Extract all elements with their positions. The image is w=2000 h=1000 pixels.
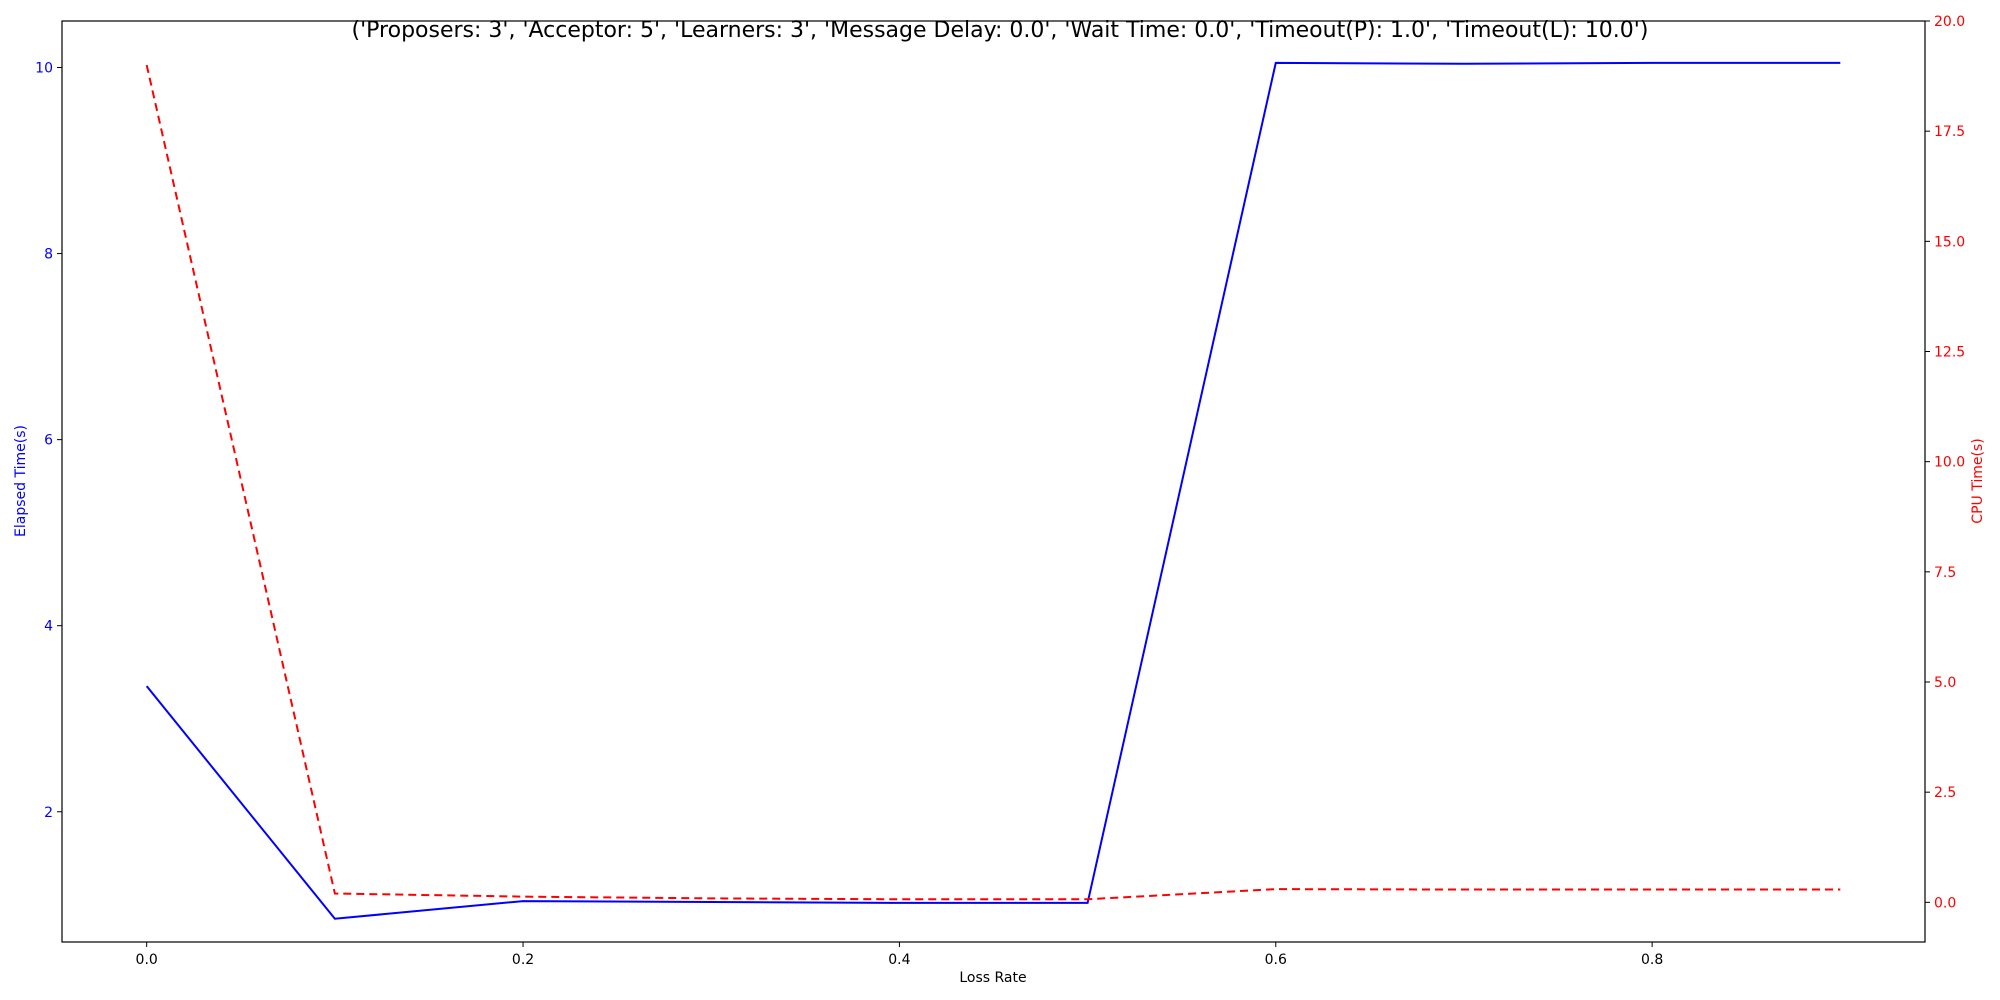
x-tick-label: 0.0 xyxy=(136,952,158,968)
y-left-tick-label: 8 xyxy=(44,247,53,263)
y-right-tick-label: 2.5 xyxy=(1934,785,1956,801)
chart-title: ('Proposers: 3', 'Acceptor: 5', 'Learner… xyxy=(352,18,1649,43)
plot-area xyxy=(61,20,1926,943)
y-right-tick-label: 15.0 xyxy=(1934,234,1965,250)
y-left-tick-label: 2 xyxy=(44,805,53,821)
series-line-1 xyxy=(145,61,1841,920)
x-tick-label: 0.2 xyxy=(512,952,534,968)
y-left-tick-label: 10 xyxy=(35,61,53,77)
series-line-2 xyxy=(145,64,1841,901)
series-layer xyxy=(145,61,1841,920)
y-left-tick-label: 6 xyxy=(44,433,53,449)
x-tick-label: 0.6 xyxy=(1265,952,1287,968)
y-right-tick-label: 5.0 xyxy=(1934,675,1956,691)
y-right-tick-label: 12.5 xyxy=(1934,345,1965,361)
y-right-tick-label: 17.5 xyxy=(1934,124,1965,140)
y-left-tick-label: 4 xyxy=(44,619,53,635)
right-axis-ticks: 0.0 2.5 5.0 7.5 10.0 12.5 15.0 17.5 20.0 xyxy=(1925,14,1965,911)
x-axis-label: Loss Rate xyxy=(959,970,1026,986)
y-axis-left-label: Elapsed Time(s) xyxy=(13,425,29,537)
y-right-tick-label: 0.0 xyxy=(1934,895,1956,911)
y-right-tick-label: 20.0 xyxy=(1934,14,1965,30)
x-tick-label: 0.8 xyxy=(1641,952,1663,968)
x-tick-label: 0.4 xyxy=(888,952,910,968)
y-right-tick-label: 10.0 xyxy=(1934,455,1965,471)
x-axis-ticks: 0.0 0.2 0.4 0.6 0.8 xyxy=(136,942,1663,968)
y-axis-right-label: CPU Time(s) xyxy=(1970,438,1986,523)
left-axis-ticks: 2 4 6 8 10 xyxy=(35,61,62,821)
y-right-tick-label: 7.5 xyxy=(1934,565,1956,581)
